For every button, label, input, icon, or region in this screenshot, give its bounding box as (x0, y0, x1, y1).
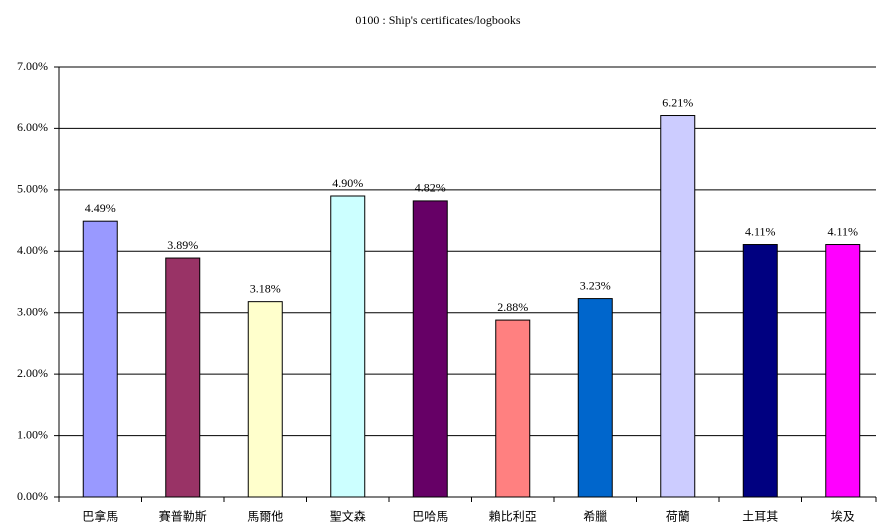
y-tick-label: 0.00% (17, 489, 48, 503)
bar (247, 301, 283, 498)
x-tick-label: 荷蘭 (666, 510, 690, 524)
bar (742, 244, 778, 498)
data-label: 6.21% (662, 95, 693, 109)
data-label: 4.11% (827, 224, 858, 238)
x-tick-label: 巴哈馬 (412, 510, 448, 524)
y-tick-label: 4.00% (17, 243, 48, 257)
bar (165, 257, 201, 498)
x-tick-label: 埃及 (831, 510, 855, 524)
y-tick-label: 7.00% (17, 59, 48, 73)
bar (825, 244, 861, 498)
x-tick-label: 希臘 (583, 509, 607, 524)
data-label: 4.90% (332, 176, 363, 190)
y-tick-label: 2.00% (17, 366, 48, 380)
x-tick-label: 賽普勒斯 (159, 509, 207, 524)
x-tick-label: 土耳其 (742, 510, 778, 524)
bar (577, 298, 613, 498)
x-tick-label: 巴拿馬 (82, 509, 118, 524)
data-label: 4.82% (415, 181, 446, 195)
y-tick-label: 1.00% (17, 427, 48, 441)
x-tick-label: 賴比利亞 (489, 509, 537, 524)
bar (660, 115, 696, 498)
bar (330, 195, 366, 498)
data-label: 3.23% (580, 278, 611, 292)
y-tick-label: 3.00% (17, 304, 48, 318)
x-tick-label: 聖文森 (330, 509, 366, 524)
data-label: 3.18% (250, 281, 281, 295)
data-label: 4.49% (85, 201, 116, 215)
y-tick-label: 5.00% (17, 182, 48, 196)
bar (412, 200, 448, 498)
bar (82, 220, 118, 498)
chart-title: 0100 : Ship's certificates/logbooks (355, 13, 520, 27)
x-tick-label: 馬爾他 (247, 510, 283, 524)
bar (495, 319, 531, 498)
y-tick-label: 6.00% (17, 120, 48, 134)
data-label: 3.89% (167, 238, 198, 252)
data-label: 4.11% (745, 224, 776, 238)
data-label: 2.88% (497, 300, 528, 314)
